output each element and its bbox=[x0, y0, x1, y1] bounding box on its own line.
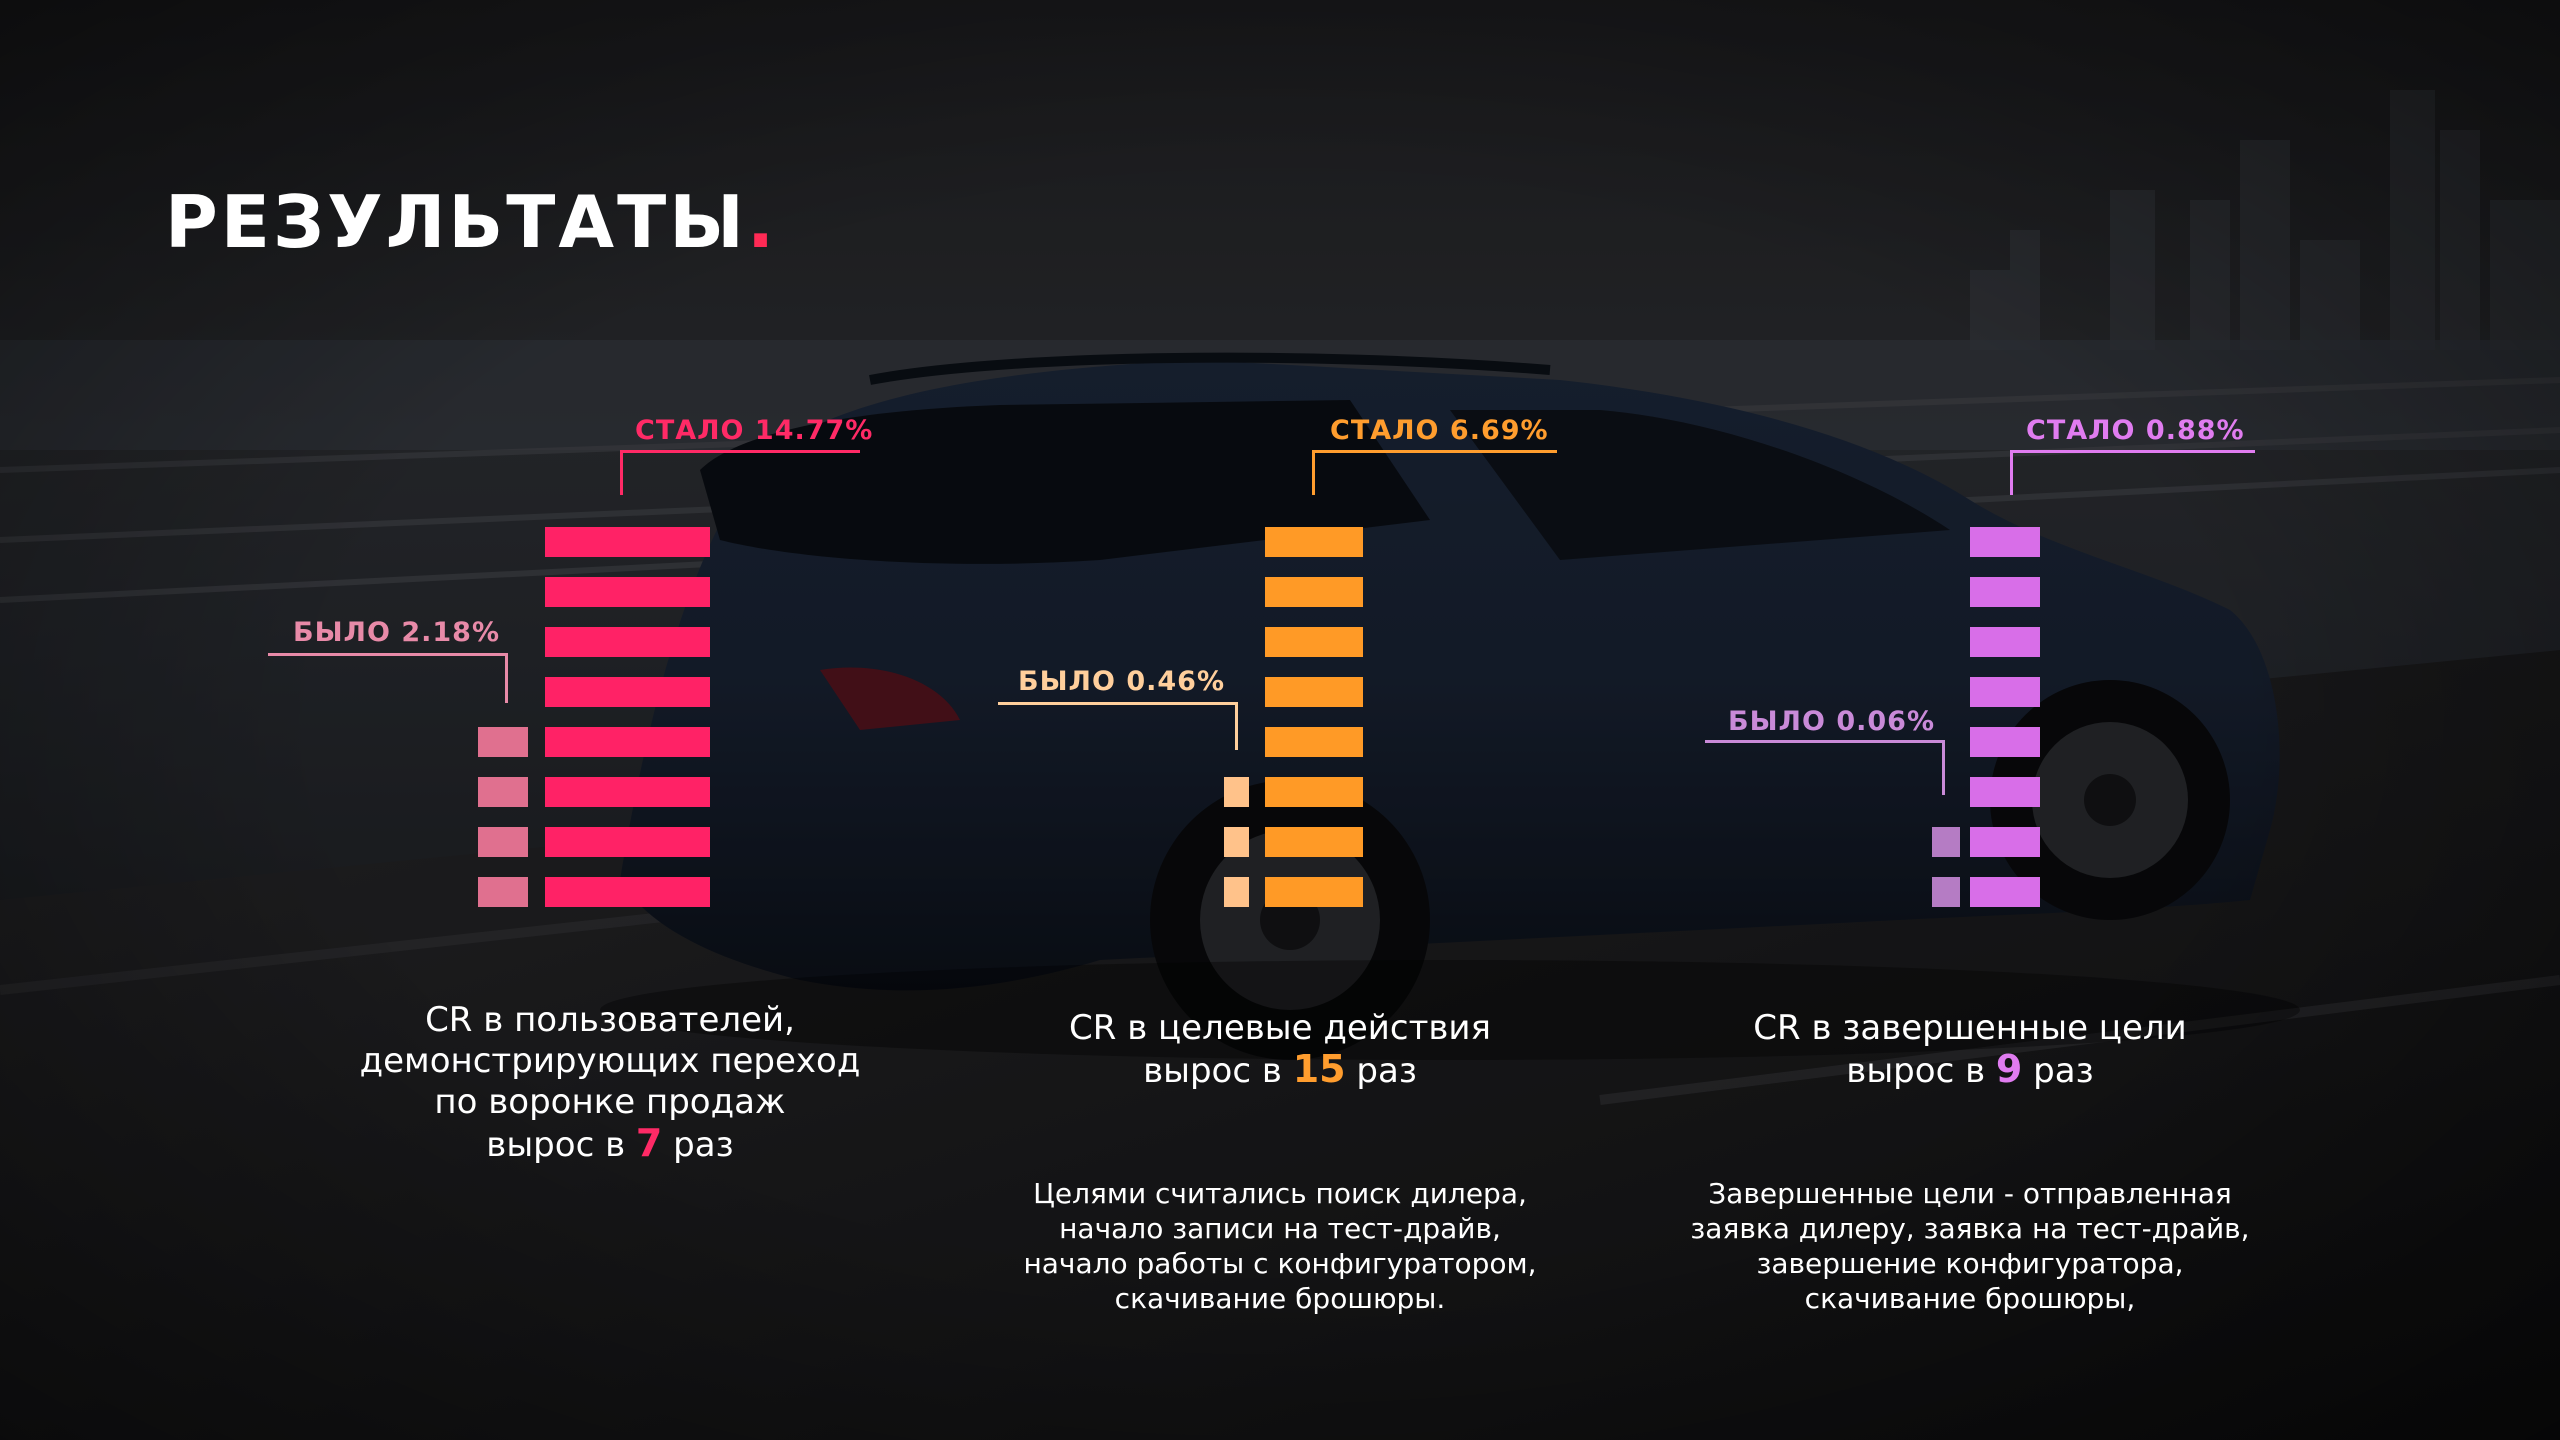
caption-users-line-1: CR в пользователей, bbox=[425, 1000, 795, 1040]
bar-block-now bbox=[1265, 577, 1363, 607]
bar-block-now bbox=[1265, 777, 1363, 807]
now-label-users: СТАЛО 14.77% bbox=[635, 415, 874, 446]
note-goals-line-1: Завершенные цели - отправленная bbox=[1708, 1177, 2232, 1210]
page-title-dot: . bbox=[746, 180, 778, 264]
bar-block-now bbox=[1265, 677, 1363, 707]
caption-users-growth: вырос в 7 раз bbox=[310, 1123, 910, 1166]
growth-prefix-goals: вырос в bbox=[1846, 1051, 1996, 1091]
now-callout-vline-users bbox=[620, 450, 623, 495]
caption-goals: CR в завершенные цели вырос в 9 раз bbox=[1670, 1008, 2270, 1092]
was-label-goals: БЫЛО 0.06% bbox=[1728, 706, 1936, 737]
bar-block-now bbox=[1970, 627, 2040, 657]
note-goals-line-3: завершение конфигуратора, bbox=[1756, 1247, 2184, 1280]
bar-block-now bbox=[1970, 577, 2040, 607]
growth-value-goals: 9 bbox=[1995, 1047, 2023, 1091]
bar-block-now bbox=[1265, 627, 1363, 657]
growth-value-targets: 15 bbox=[1292, 1047, 1346, 1091]
now-callout-vline-goals bbox=[2010, 450, 2013, 495]
growth-suffix-users: раз bbox=[662, 1125, 734, 1165]
now-callout-hline-goals bbox=[2010, 450, 2255, 453]
bar-block-was bbox=[1224, 827, 1249, 857]
bar-block-was bbox=[1224, 777, 1249, 807]
note-targets-line-2: начало записи на тест-драйв, bbox=[1059, 1212, 1501, 1245]
was-callout-hline-goals bbox=[1705, 740, 1945, 743]
bar-block-now bbox=[545, 777, 710, 807]
now-callout-hline-users bbox=[620, 450, 860, 453]
now-callout-hline-targets bbox=[1312, 450, 1557, 453]
note-targets: Целями считались поиск дилера, начало за… bbox=[930, 1176, 1630, 1316]
now-label-goals: СТАЛО 0.88% bbox=[2026, 415, 2245, 446]
bar-block-now bbox=[545, 877, 710, 907]
growth-prefix-targets: вырос в bbox=[1143, 1051, 1293, 1091]
caption-users-line-3: по воронке продаж bbox=[434, 1082, 786, 1122]
bar-block-was bbox=[478, 777, 528, 807]
note-targets-line-3: начало работы с конфигуратором, bbox=[1023, 1247, 1537, 1280]
note-goals: Завершенные цели - отправленная заявка д… bbox=[1620, 1176, 2320, 1316]
bar-block-now bbox=[1970, 877, 2040, 907]
caption-users: CR в пользователей, демонстрирующих пере… bbox=[310, 1000, 910, 1166]
bar-block-now bbox=[545, 677, 710, 707]
bar-block-now bbox=[1265, 527, 1363, 557]
bar-block-now bbox=[1265, 877, 1363, 907]
bar-block-was bbox=[1224, 877, 1249, 907]
page-title-text: РЕЗУЛЬТАТЫ bbox=[165, 180, 747, 264]
growth-suffix-goals: раз bbox=[2022, 1051, 2094, 1091]
bar-block-was bbox=[1932, 877, 1960, 907]
page-title: РЕЗУЛЬТАТЫ. bbox=[165, 180, 777, 264]
was-callout-vline-targets bbox=[1235, 702, 1238, 750]
caption-goals-line-1: CR в завершенные цели bbox=[1753, 1008, 2187, 1048]
bar-block-was bbox=[1932, 827, 1960, 857]
bar-block-now bbox=[1970, 727, 2040, 757]
bar-block-now bbox=[1265, 727, 1363, 757]
bar-block-now bbox=[545, 627, 710, 657]
growth-value-users: 7 bbox=[635, 1121, 663, 1165]
was-callout-vline-users bbox=[505, 653, 508, 703]
bar-block-now bbox=[545, 577, 710, 607]
bar-block-was bbox=[478, 727, 528, 757]
bar-block-now bbox=[1970, 677, 2040, 707]
now-label-targets: СТАЛО 6.69% bbox=[1330, 415, 1549, 446]
was-label-targets: БЫЛО 0.46% bbox=[1018, 666, 1226, 697]
growth-prefix-users: вырос в bbox=[486, 1125, 636, 1165]
bar-block-now bbox=[545, 527, 710, 557]
caption-targets-growth: вырос в 15 раз bbox=[980, 1049, 1580, 1092]
bar-block-was bbox=[478, 877, 528, 907]
caption-users-line-2: демонстрирующих переход bbox=[359, 1041, 861, 1081]
was-callout-hline-users bbox=[268, 653, 508, 656]
caption-targets: CR в целевые действия вырос в 15 раз bbox=[980, 1008, 1580, 1092]
was-callout-hline-targets bbox=[998, 702, 1238, 705]
caption-targets-line-1: CR в целевые действия bbox=[1069, 1008, 1491, 1048]
note-targets-line-4: скачивание брошюры. bbox=[1114, 1282, 1446, 1315]
note-goals-line-2: заявка дилеру, заявка на тест-драйв, bbox=[1690, 1212, 2250, 1245]
note-targets-line-1: Целями считались поиск дилера, bbox=[1033, 1177, 1527, 1210]
note-goals-line-4: скачивание брошюры, bbox=[1804, 1282, 2136, 1315]
caption-goals-growth: вырос в 9 раз bbox=[1670, 1049, 2270, 1092]
was-callout-vline-goals bbox=[1942, 740, 1945, 795]
bar-block-now bbox=[1265, 827, 1363, 857]
bar-block-now bbox=[1970, 527, 2040, 557]
was-label-users: БЫЛО 2.18% bbox=[293, 617, 501, 648]
bar-block-now bbox=[545, 827, 710, 857]
now-callout-vline-targets bbox=[1312, 450, 1315, 495]
growth-suffix-targets: раз bbox=[1345, 1051, 1417, 1091]
bar-block-now bbox=[545, 727, 710, 757]
bar-block-now bbox=[1970, 777, 2040, 807]
bar-block-was bbox=[478, 827, 528, 857]
bar-block-now bbox=[1970, 827, 2040, 857]
